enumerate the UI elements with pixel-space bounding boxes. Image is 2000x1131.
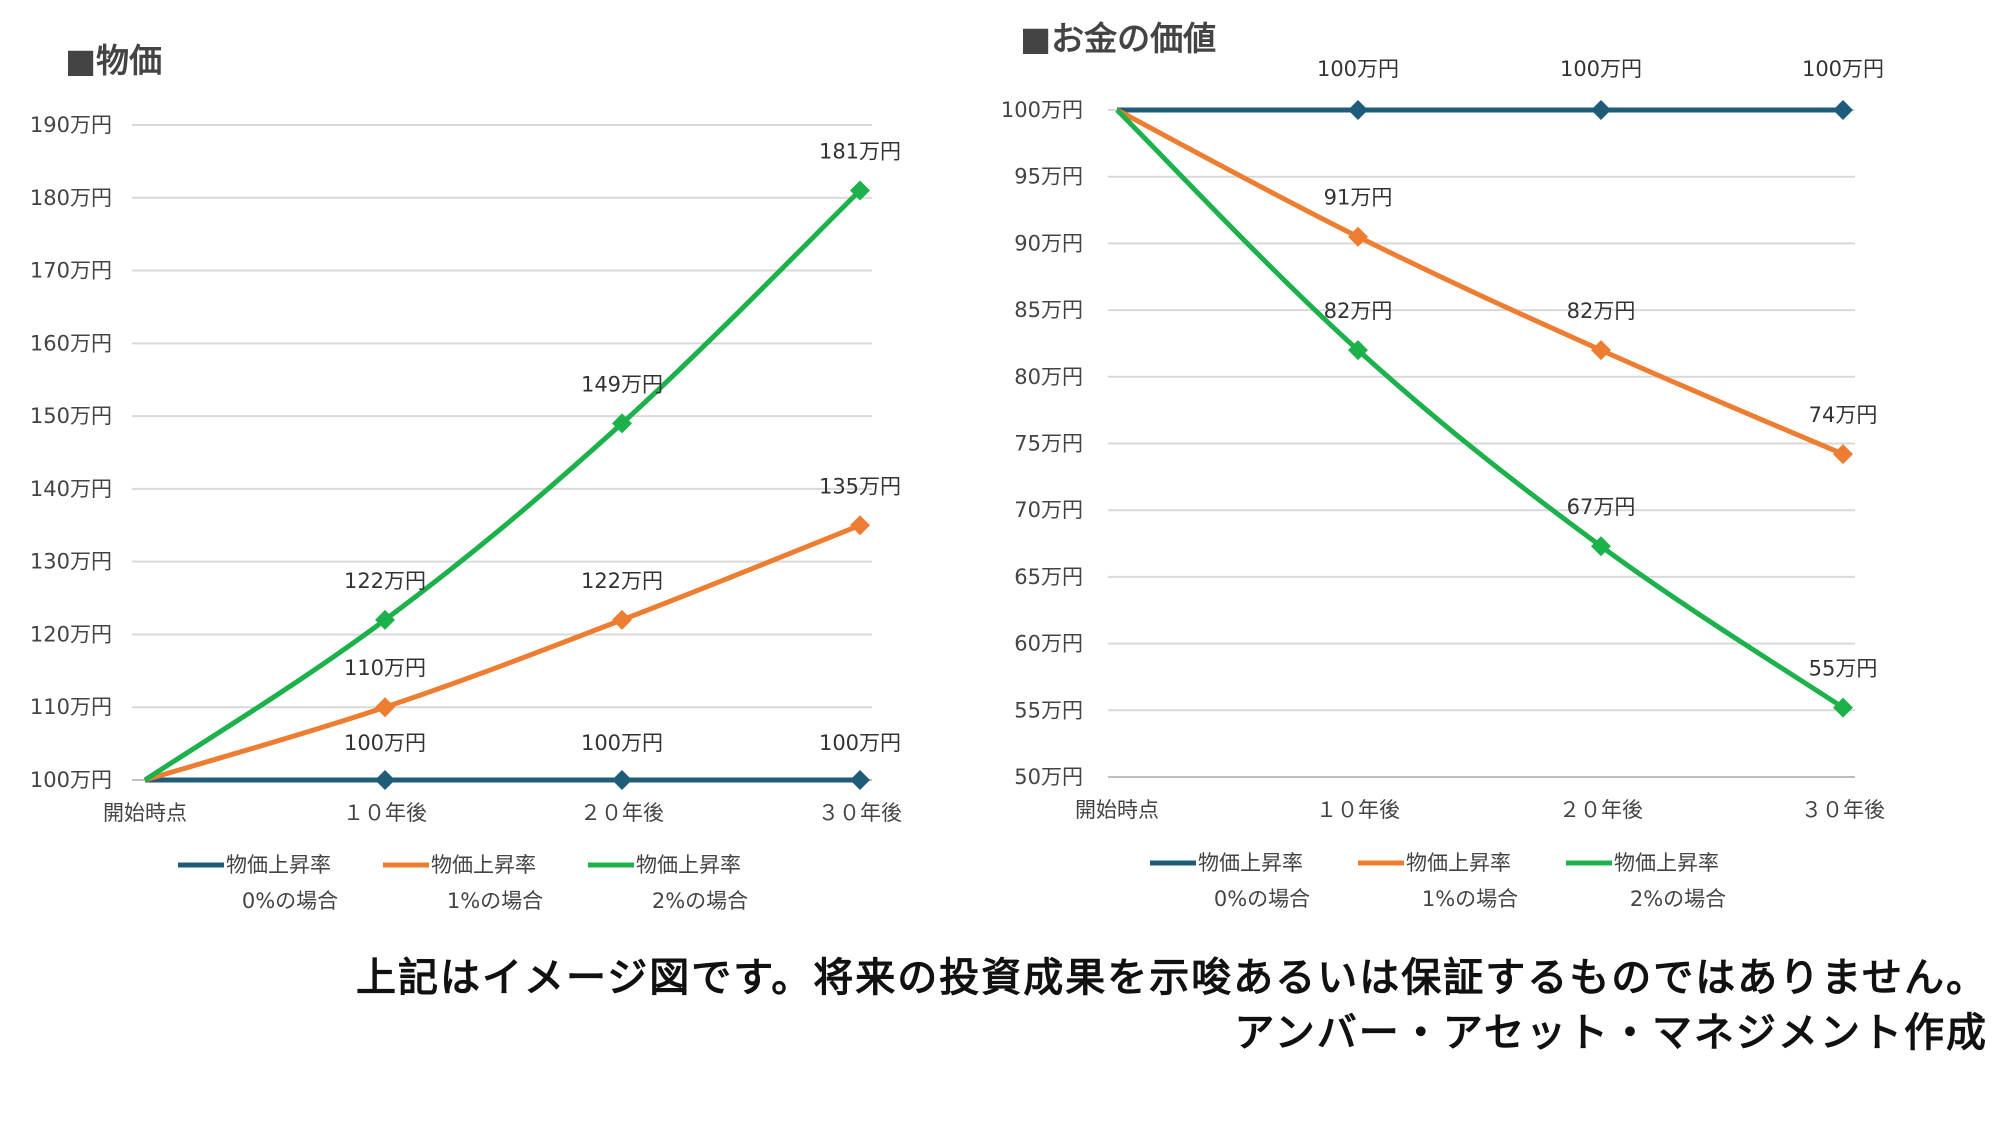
money-y-tick-label: 60万円 — [1014, 632, 1083, 656]
price-legend-label: 物価上昇率 — [636, 853, 741, 877]
money-data-point — [1591, 536, 1611, 557]
price-data-point — [375, 770, 395, 790]
money-legend-sublabel: 2%の場合 — [1630, 887, 1726, 911]
price-y-tick-label: 140万円 — [30, 477, 112, 501]
price-data-point — [850, 515, 870, 536]
price-legend-sublabel: 0%の場合 — [242, 889, 338, 913]
price-data-label: 135万円 — [819, 474, 901, 498]
money-y-tick-label: 50万円 — [1014, 765, 1083, 789]
price-x-tick-label: １０年後 — [343, 801, 427, 825]
money-data-point — [1833, 697, 1853, 718]
money-y-tick-label: 100万円 — [1001, 98, 1083, 122]
money-data-point — [1348, 340, 1368, 361]
price-data-point — [612, 770, 632, 790]
price-chart: ■物価 100万円 110万円 120万円 130万円 140万円 150万円 160万円 17… — [0, 0, 920, 940]
price-data-point — [375, 609, 395, 630]
price-legend-sublabel: 2%の場合 — [652, 889, 748, 913]
money-data-point — [1833, 100, 1853, 120]
price-legend-label: 物価上昇率 — [226, 853, 331, 877]
price-data-label: 181万円 — [819, 140, 901, 164]
price-data-label: 100万円 — [819, 731, 901, 755]
money-y-tick-label: 80万円 — [1014, 365, 1083, 389]
money-y-tick-label: 75万円 — [1014, 432, 1083, 456]
money-x-tick-label: １０年後 — [1316, 798, 1400, 822]
money-x-tick-label: 開始時点 — [1075, 798, 1159, 822]
money-data-label: 100万円 — [1802, 57, 1884, 81]
money-data-point — [1591, 340, 1611, 361]
money-data-label: 55万円 — [1809, 657, 1878, 681]
money-data-label: 74万円 — [1809, 403, 1878, 427]
money-legend-label: 物価上昇率 — [1198, 851, 1303, 875]
price-y-tick-label: 110万円 — [30, 695, 112, 719]
money-data-point — [1348, 226, 1368, 247]
price-y-tick-label: 170万円 — [30, 259, 112, 283]
price-x-tick-label: 開始時点 — [103, 801, 187, 825]
price-y-tick-label: 100万円 — [30, 768, 112, 792]
price-data-label: 122万円 — [344, 569, 426, 593]
money-y-tick-label: 95万円 — [1014, 165, 1083, 189]
price-legend-label: 物価上昇率 — [431, 853, 536, 877]
price-legend-sublabel: 1%の場合 — [447, 889, 543, 913]
price-x-tick-label: ３０年後 — [818, 801, 902, 825]
money-data-point — [1591, 100, 1611, 120]
price-y-tick-label: 190万円 — [30, 113, 112, 137]
money-y-tick-label: 90万円 — [1014, 231, 1083, 255]
money-data-label: 100万円 — [1560, 57, 1642, 81]
money-y-tick-label: 65万円 — [1014, 565, 1083, 589]
price-data-point — [850, 180, 870, 201]
money-x-tick-label: ２０年後 — [1559, 798, 1643, 822]
money-value-chart: ■お金の価値 50万円 55万円 60万円 65万円 70万円 75万円 80万円 85万円 90… — [980, 0, 2000, 940]
price-data-label: 122万円 — [581, 569, 663, 593]
price-chart-svg: ■物価 100万円 110万円 120万円 130万円 140万円 150万円 160万円 17… — [30, 41, 902, 913]
money-title: ■お金の価値 — [1020, 19, 1216, 58]
price-series-line-2 — [143, 188, 862, 783]
price-data-label: 100万円 — [344, 731, 426, 755]
money-series-line-1 — [1115, 107, 1844, 457]
price-title: ■物価 — [65, 41, 162, 80]
money-legend-sublabel: 1%の場合 — [1422, 887, 1518, 911]
money-value-chart-svg: ■お金の価値 50万円 55万円 60万円 65万円 70万円 75万円 80万円 85万円 90… — [1001, 19, 1885, 911]
money-y-tick-label: 55万円 — [1014, 698, 1083, 722]
price-data-point — [375, 697, 395, 718]
price-series-line-1 — [144, 522, 861, 783]
disclaimer-text: 上記はイメージ図です。将来の投資成果を示唆あるいは保証するものではありません。 — [356, 955, 1988, 1001]
money-data-point — [1833, 444, 1853, 465]
money-data-label: 82万円 — [1324, 299, 1393, 323]
money-data-point — [1348, 100, 1368, 120]
price-data-label: 110万円 — [344, 656, 426, 680]
price-data-label: 149万円 — [581, 372, 663, 396]
price-y-tick-label: 180万円 — [30, 186, 112, 210]
price-data-point — [850, 770, 870, 790]
price-x-tick-label: ２０年後 — [580, 801, 664, 825]
money-x-tick-label: ３０年後 — [1801, 798, 1885, 822]
price-y-tick-label: 130万円 — [30, 550, 112, 574]
price-y-tick-label: 150万円 — [30, 404, 112, 428]
money-legend-label: 物価上昇率 — [1406, 851, 1511, 875]
price-data-point — [612, 413, 632, 434]
credit-text: アンバー・アセット・マネジメント作成 — [1234, 1010, 1988, 1056]
money-legend-label: 物価上昇率 — [1614, 851, 1719, 875]
money-data-label: 100万円 — [1317, 57, 1399, 81]
money-data-label: 67万円 — [1567, 495, 1636, 519]
money-legend-sublabel: 0%の場合 — [1214, 887, 1310, 911]
money-data-label: 82万円 — [1567, 299, 1636, 323]
price-y-tick-label: 120万円 — [30, 622, 112, 646]
money-series-line-2 — [1115, 108, 1845, 710]
price-data-point — [612, 609, 632, 630]
price-data-label: 100万円 — [581, 731, 663, 755]
money-y-tick-label: 85万円 — [1014, 298, 1083, 322]
price-y-tick-label: 160万円 — [30, 331, 112, 355]
money-y-tick-label: 70万円 — [1014, 498, 1083, 522]
money-data-label: 91万円 — [1324, 186, 1393, 210]
